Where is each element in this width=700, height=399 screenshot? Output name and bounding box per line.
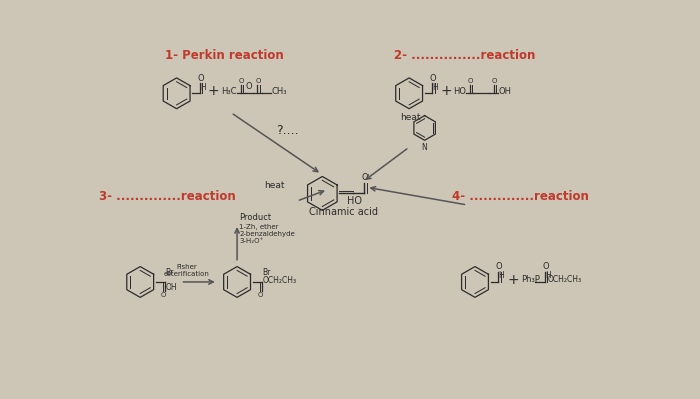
Text: O: O — [246, 82, 252, 91]
Text: 1- Perkin reaction: 1- Perkin reaction — [165, 49, 284, 62]
Text: Ph₃P: Ph₃P — [522, 275, 540, 284]
Text: O: O — [239, 78, 244, 84]
Text: O: O — [197, 73, 204, 83]
Text: N: N — [421, 143, 428, 152]
Text: H: H — [498, 271, 504, 280]
Text: 1-Zh, ether
2-benzaldehyde
3-H₂O⁺: 1-Zh, ether 2-benzaldehyde 3-H₂O⁺ — [239, 224, 295, 244]
Text: Product: Product — [239, 213, 272, 222]
Text: 2- ...............reaction: 2- ...............reaction — [393, 49, 535, 62]
Text: OH: OH — [166, 284, 177, 292]
Text: H: H — [433, 83, 438, 92]
Text: heat: heat — [264, 181, 285, 190]
Text: heat: heat — [400, 113, 420, 122]
Text: O: O — [362, 173, 368, 182]
Text: ?....: ?.... — [276, 124, 299, 137]
Text: Fisher
esterification: Fisher esterification — [164, 265, 209, 277]
Text: O: O — [496, 262, 503, 271]
Text: H₃C: H₃C — [222, 87, 237, 95]
Text: OCH₂CH₃: OCH₂CH₃ — [548, 275, 582, 284]
Text: O: O — [161, 292, 166, 298]
Text: O: O — [256, 78, 260, 84]
Text: O: O — [491, 78, 497, 84]
Text: +: + — [508, 273, 519, 286]
Text: O: O — [258, 292, 263, 298]
Text: O: O — [468, 78, 473, 84]
Text: CH₃: CH₃ — [271, 87, 287, 95]
Text: 3- ..............reaction: 3- ..............reaction — [99, 190, 236, 203]
Text: O: O — [430, 73, 437, 83]
Text: +: + — [207, 84, 219, 98]
Text: Br: Br — [262, 269, 270, 277]
Text: HO: HO — [454, 87, 466, 95]
Text: Cinnamic acid: Cinnamic acid — [309, 207, 378, 217]
Text: H: H — [200, 83, 206, 92]
Text: H: H — [545, 271, 550, 280]
Text: +: + — [440, 84, 452, 98]
Text: Br: Br — [165, 269, 174, 277]
Text: 4- ..............reaction: 4- ..............reaction — [452, 190, 589, 203]
Text: OCH₂CH₃: OCH₂CH₃ — [262, 276, 297, 285]
Text: O: O — [542, 262, 549, 271]
Text: OH: OH — [498, 87, 511, 95]
Text: HO: HO — [347, 196, 363, 207]
